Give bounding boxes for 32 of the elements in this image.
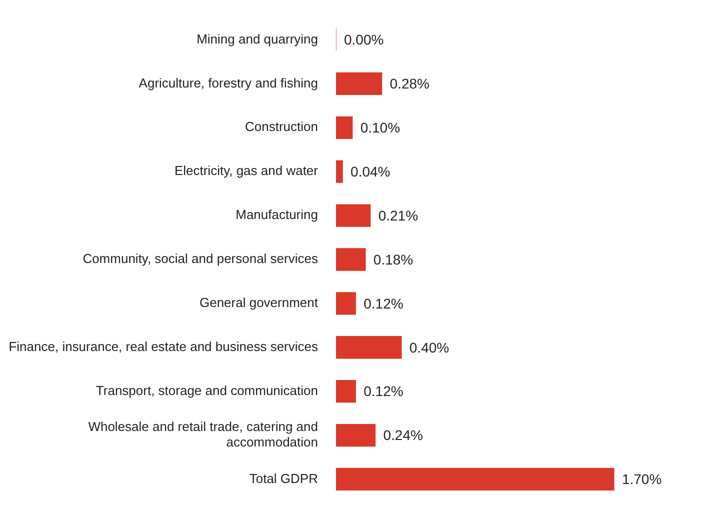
bar [336,380,356,403]
data-label: 0.40% [409,339,450,356]
bar [336,248,366,271]
y-tick-label: General government [199,295,318,310]
data-label: 0.12% [364,295,404,312]
bar [336,292,356,315]
y-tick-label: Community, social and personal services [82,251,318,266]
data-label: 0.04% [350,163,390,180]
bar [336,336,402,359]
y-tick-label: Construction [245,119,318,134]
bar [336,72,382,96]
bar [336,160,343,183]
y-tick-label: Transport, storage and communication [96,382,318,398]
data-label: 0.18% [373,251,414,268]
y-tick-label: Wholesale and retail trade, catering and accommodation [88,419,318,450]
y-tick-label: Mining and quarrying [196,31,318,46]
bar [336,424,376,447]
y-tick-label: Agriculture, forestry and fishing [138,75,318,90]
bar [336,116,353,139]
y-tick-label: Total GDPR [249,470,318,486]
y-tick-label: Finance, insurance, real estate and business services [8,338,318,354]
data-label: 0.21% [378,207,418,224]
data-label: 0.12% [364,383,404,400]
bar [336,204,371,227]
bar [336,468,614,491]
data-label: 0.00% [344,32,384,48]
data-label: 0.28% [390,76,430,92]
y-tick-label: Electricity, gas and water [174,163,319,178]
y-tick-label: Manufacturing [236,207,318,222]
data-label: 0.10% [360,120,400,136]
data-label: 0.24% [383,427,423,444]
data-label: 1.70% [622,471,662,488]
